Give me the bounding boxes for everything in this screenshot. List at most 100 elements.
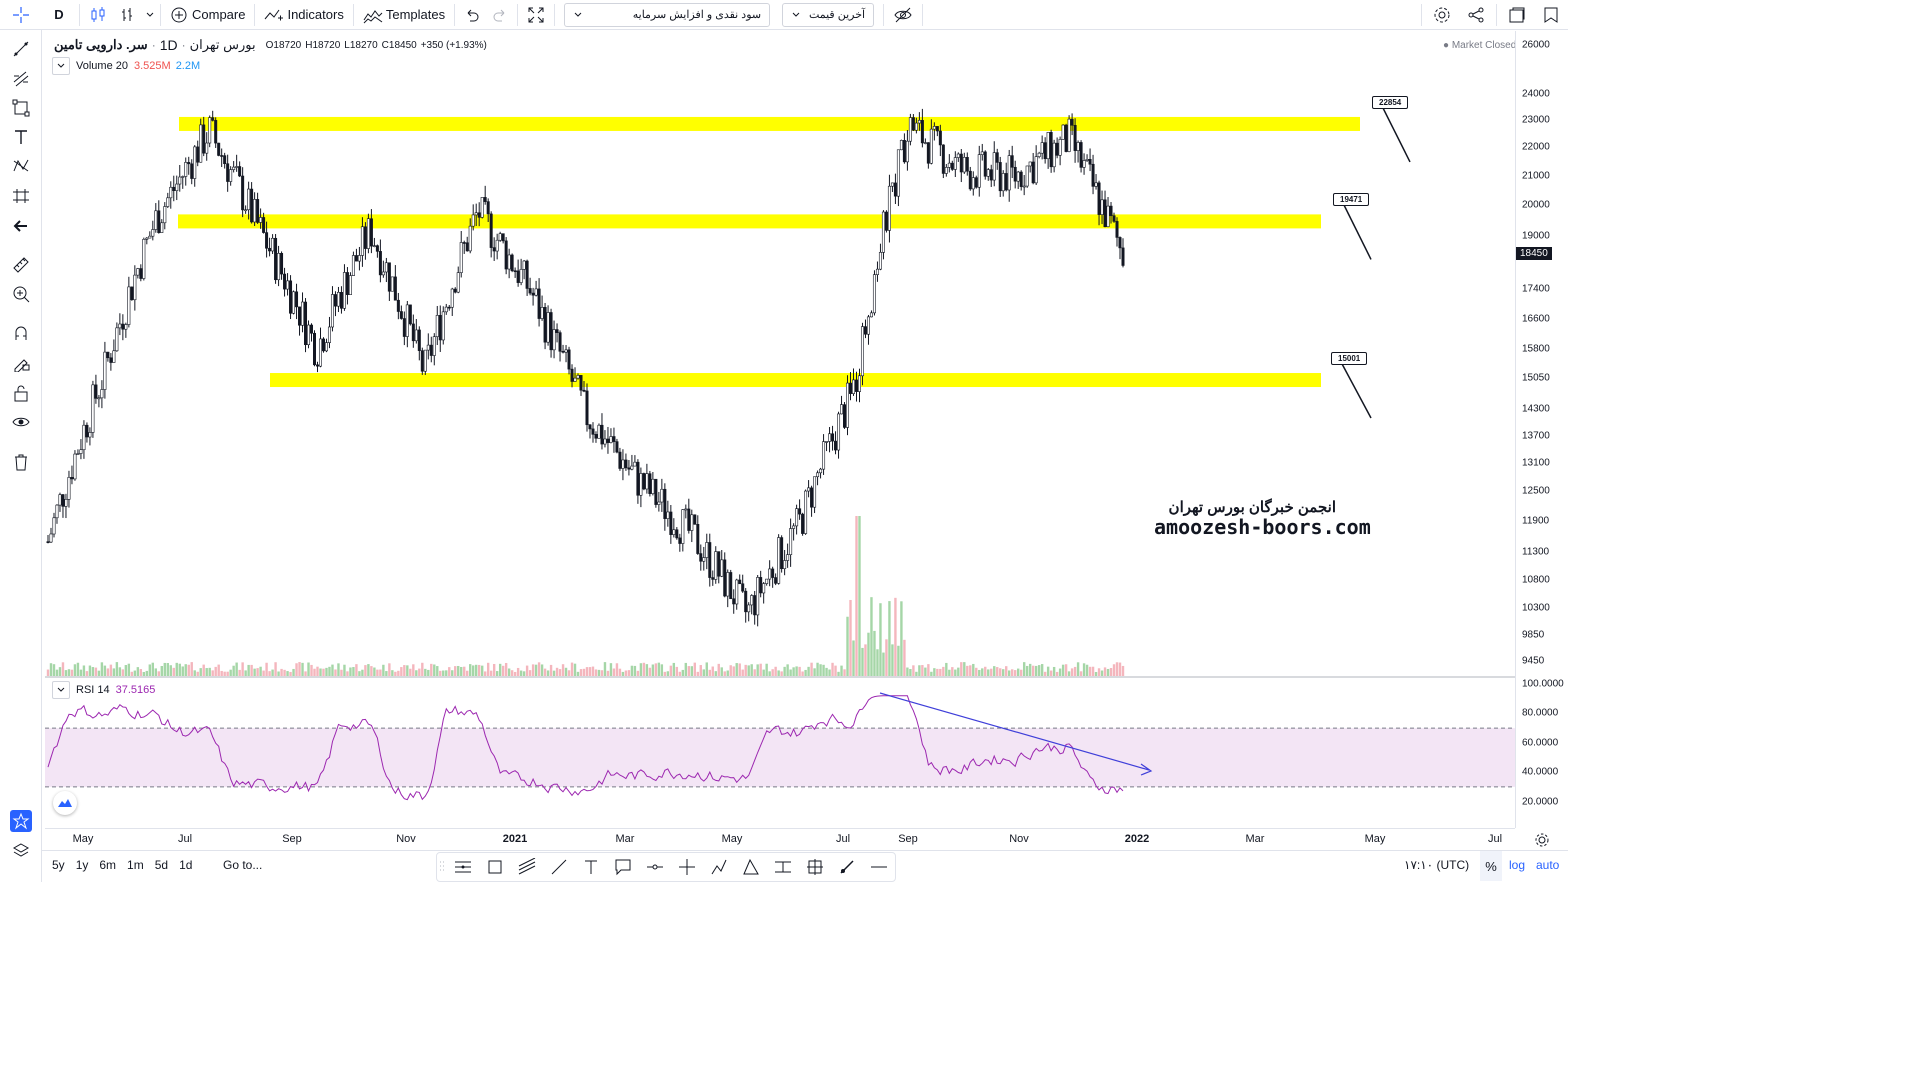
rsi-legend: RSI 14 37.5165 <box>52 681 155 699</box>
date-price-range-icon[interactable] <box>799 853 831 881</box>
price-select[interactable]: آخرین قیمت <box>782 2 875 27</box>
lock-drawing-icon[interactable] <box>10 352 32 374</box>
level-zone[interactable] <box>179 116 1360 131</box>
shape-tool-icon[interactable] <box>10 97 32 119</box>
candle <box>834 431 838 455</box>
magnet-icon[interactable] <box>10 322 32 344</box>
candle <box>498 231 502 242</box>
tag-icon[interactable] <box>1534 0 1568 30</box>
redo-icon[interactable] <box>486 0 514 30</box>
collapse-icon[interactable] <box>52 57 70 75</box>
trendline-tool-icon[interactable] <box>10 38 32 60</box>
volume-bar <box>567 670 571 676</box>
range-button-5d[interactable]: 5d <box>154 858 169 872</box>
brush-icon[interactable] <box>831 853 863 881</box>
volume-value-2: 2.2M <box>175 60 201 72</box>
tv-logo-icon[interactable] <box>53 791 77 815</box>
range-button-1d[interactable]: 1d <box>179 858 193 872</box>
triangle-pattern-icon[interactable] <box>735 853 767 881</box>
candle <box>594 431 598 443</box>
volume-bar <box>666 671 670 676</box>
unlock-icon[interactable] <box>10 382 32 404</box>
layers-icon[interactable] <box>10 840 32 862</box>
compare-button[interactable]: Compare <box>164 0 251 30</box>
text-tool-icon[interactable] <box>10 126 32 148</box>
clock[interactable]: ۱۷:۱۰ (UTC) <box>1404 858 1470 872</box>
level-price-label[interactable]: 15001 <box>1331 352 1368 365</box>
price-chart[interactable] <box>45 31 1515 828</box>
time-axis[interactable]: May Jul Sep Nov 2021 Mar May Jul Sep Nov 2022 Mar Ma… <box>45 828 1515 850</box>
level-price-label[interactable]: 19471 <box>1333 193 1370 206</box>
price-range-icon[interactable] <box>767 853 799 881</box>
range-button-1m[interactable]: 1m <box>127 858 144 872</box>
volume-bar <box>409 668 412 676</box>
level-price-label[interactable]: 22854 <box>1372 96 1409 109</box>
volume-bar <box>70 669 74 676</box>
templates-button[interactable]: Templates <box>357 0 451 30</box>
horizontal-lines-icon[interactable] <box>447 853 479 881</box>
horizontal-ray-icon[interactable] <box>639 853 671 881</box>
indicators-button[interactable]: Indicators <box>258 0 349 30</box>
channel-icon[interactable] <box>511 853 543 881</box>
interval-button[interactable]: D <box>54 7 64 22</box>
range-button-5y[interactable]: 5y <box>52 858 65 872</box>
rsi-trendline[interactable] <box>879 692 1150 771</box>
log-toggle[interactable]: log <box>1509 858 1526 872</box>
bar-type-icon[interactable] <box>113 0 143 30</box>
volume-bar <box>316 666 319 676</box>
drag-handle-icon[interactable] <box>437 853 447 881</box>
undo-icon[interactable] <box>458 0 486 30</box>
trash-icon[interactable] <box>10 451 32 473</box>
goto-button[interactable]: Go to... <box>223 858 263 872</box>
volume-bar <box>744 664 747 676</box>
text-icon[interactable] <box>575 853 607 881</box>
candle <box>753 590 757 625</box>
watchlist-star-icon[interactable] <box>10 810 32 832</box>
study-select[interactable]: سود نقدی و افزایش سرمایه <box>564 2 771 27</box>
line-icon[interactable] <box>543 853 575 881</box>
volume-bar <box>436 666 439 676</box>
auto-toggle[interactable]: auto <box>1536 858 1560 872</box>
range-button-6m[interactable]: 6m <box>99 858 117 872</box>
candle <box>199 118 203 163</box>
horizontal-line-icon[interactable] <box>863 853 895 881</box>
volume-bar <box>460 666 463 676</box>
eye-icon[interactable] <box>10 411 32 433</box>
level-zone[interactable] <box>270 373 1321 388</box>
rectangle-icon[interactable] <box>479 853 511 881</box>
volume-bar <box>696 671 699 676</box>
volume-bar <box>732 666 735 676</box>
range-button-1y[interactable]: 1y <box>75 858 89 872</box>
percent-toggle[interactable]: % <box>1480 851 1502 881</box>
fullscreen-icon[interactable] <box>521 0 551 30</box>
chevron-down-icon[interactable] <box>143 0 157 30</box>
collapse-icon[interactable] <box>52 681 70 699</box>
candles-icon[interactable] <box>83 0 113 30</box>
level-zone[interactable] <box>178 214 1321 229</box>
back-arrow-icon[interactable] <box>10 215 32 237</box>
share-icon[interactable] <box>1459 0 1493 30</box>
time-tick: May <box>72 833 94 845</box>
axis-settings-icon[interactable] <box>1534 832 1550 851</box>
volume-bar <box>109 664 113 676</box>
volume-bar <box>193 670 196 676</box>
symbol-name[interactable]: سر. دارویی تامین <box>54 37 148 52</box>
settings-icon[interactable] <box>1425 0 1459 30</box>
cross-line-icon[interactable] <box>671 853 703 881</box>
eye-off-icon[interactable] <box>887 0 919 30</box>
volume-bar <box>606 670 610 676</box>
fib-tool-icon[interactable] <box>10 68 32 90</box>
crosshair-icon[interactable] <box>0 0 42 30</box>
price-axis[interactable]: 26000 24000 23000 22000 21000 20000 19000 17400… <box>1515 31 1568 828</box>
candle <box>169 181 173 209</box>
ruler-icon[interactable] <box>10 254 32 276</box>
candle <box>522 260 526 280</box>
time-tick: Mar <box>615 833 635 845</box>
candle <box>534 280 538 297</box>
pattern-tool-icon[interactable] <box>10 155 32 177</box>
zoom-in-icon[interactable] <box>10 283 32 305</box>
callout-icon[interactable] <box>607 853 639 881</box>
forecast-tool-icon[interactable] <box>10 185 32 207</box>
snapshot-icon[interactable] <box>1500 0 1534 30</box>
path-icon[interactable] <box>703 853 735 881</box>
